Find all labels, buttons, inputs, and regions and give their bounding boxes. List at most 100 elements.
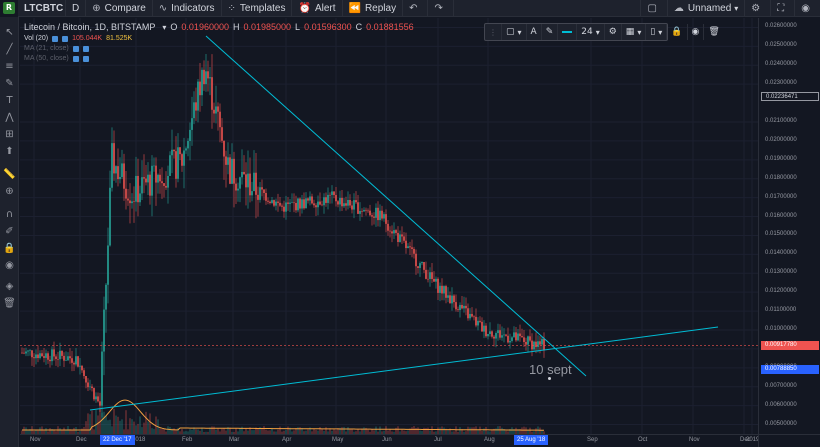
volume-bar [49,428,51,434]
annotation-anchor[interactable] [548,377,551,380]
candle-body [175,151,177,179]
drag-handle[interactable]: ⋮ [485,24,502,40]
volume-bar [491,430,493,434]
alert-button[interactable]: ⏰ Alert [292,0,343,17]
volume-bar [145,411,147,434]
trendline-tool[interactable]: ╱ [0,42,19,56]
layout-save-button[interactable]: ☁ Unnamed ▾ [666,0,744,17]
remove-tool[interactable]: 🗑 [0,296,19,310]
templates-button[interactable]: ⁘ Templates [222,0,293,17]
candle-body [179,147,181,155]
volume-visibility-icon[interactable] [62,35,69,42]
volume-bar [33,430,35,434]
volume-bar [453,431,455,434]
candle-body [309,196,311,201]
legend-title[interactable]: Litecoin / Bitcoin, 1D, BITSTAMP [24,22,156,32]
ma21-visibility-icon[interactable] [82,45,89,52]
candle-body [135,175,137,202]
settings-button[interactable]: ⚙ [744,0,770,17]
candle-body [137,175,139,203]
replay-button[interactable]: ⏪ Replay [343,0,404,17]
time-tick-label: Oct [638,437,648,443]
shapes-tool[interactable]: ⬆ [0,144,19,158]
text-tool[interactable]: T [0,93,19,107]
candle-body [399,234,401,242]
visibility-tool[interactable]: ◉ [0,258,19,272]
volume-bar [461,429,463,434]
candle-body [323,197,325,206]
volume-bar [509,429,511,434]
indicators-button[interactable]: ∿ Indicators [153,0,222,17]
volume-label[interactable]: Vol (20) [24,35,49,42]
visibility-options-button[interactable]: ▦ ▾ [622,24,647,40]
interval-selector[interactable]: D [66,0,87,17]
magnet-tool[interactable]: ∩ [0,207,19,221]
volume-bar [39,427,41,434]
delete-drawing-button[interactable]: 🗑 [704,24,723,40]
time-axis[interactable]: Nov Dec 2018 Feb Mar Apr May Jun Jul Aug Sep Oct Nov… [20,434,759,447]
zoom-tool[interactable]: ⊕ [0,184,19,198]
line-color-button[interactable]: ✎ [542,24,559,40]
text-annotation[interactable]: 10 sept [529,362,572,377]
replay-label: Replay [364,2,397,14]
hide-drawing-button[interactable]: ◉ [688,24,705,40]
volume-bar [297,427,299,434]
drawing-settings-button[interactable]: ⚙ [605,24,622,40]
candle-body [69,356,71,359]
redo-button[interactable]: ↷ [428,0,454,17]
candle-body [391,231,393,234]
candle-body [415,253,417,267]
ma50-settings-icon[interactable] [72,55,79,62]
compare-button[interactable]: ⊕ Compare [86,0,153,17]
pattern-tool[interactable]: ⋀ [0,110,19,124]
ma21-label[interactable]: MA (21, close) [24,45,69,52]
ma50-visibility-icon[interactable] [82,55,89,62]
candle-body [379,210,381,221]
stay-drawing-tool[interactable]: ✐ [0,224,19,238]
undo-button[interactable]: ↶ [403,0,429,17]
expand-button[interactable]: ⛶ [770,0,794,17]
candle-body [195,102,197,111]
fullscreen-button[interactable]: ▢ [640,0,666,17]
candle-body [35,354,37,359]
volume-bar [179,431,181,434]
ma21-settings-icon[interactable] [72,45,79,52]
volume-bar [375,426,377,434]
lock-tool[interactable]: 🔒 [0,241,19,255]
cursor-tool[interactable]: ↖ [0,25,19,39]
volume-bar [485,426,487,434]
ruler-tool[interactable]: 📏 [0,167,19,181]
ma50-label[interactable]: MA (50, close) [24,55,69,62]
favorites-tool[interactable]: ◈ [0,279,19,293]
app-logo[interactable]: R [0,0,18,17]
font-size-value: 24 [581,27,593,37]
candle-body [321,204,323,206]
snapshot-button[interactable]: ◉ [794,0,820,17]
volume-bar [125,410,127,434]
price-axis[interactable]: 0.02600000 0.02500000 0.02400000 0.02300000… [758,18,820,434]
symbol-search[interactable]: LTCBTC [18,0,66,17]
candle-body [325,197,327,203]
price-chart[interactable] [20,18,758,434]
brush-tool[interactable]: ✎ [0,76,19,90]
fib-tool[interactable]: ≡ [0,59,19,73]
candle-body [263,189,265,193]
line-style-button[interactable] [558,24,578,40]
candle-body [27,350,29,352]
drawing-properties-toolbar: ⋮ ▢ ▾ A ✎ 24 ▾ ⚙ ▦ ▾ ▯ ▾ 🔒 ◉ 🗑 [484,23,720,41]
volume-bar [505,430,507,434]
candle-body [237,188,239,191]
volume-bar [425,427,427,434]
lock-drawing-button[interactable]: 🔒 [667,24,688,40]
volume-bar [231,431,233,434]
clone-button[interactable]: ▯ ▾ [646,24,668,40]
text-color-button[interactable]: A [527,24,542,40]
volume-settings-icon[interactable] [52,35,59,42]
volume-bar [353,431,355,434]
candle-body [189,129,191,141]
forecast-tool[interactable]: ⊞ [0,127,19,141]
candle-body [87,382,89,388]
candle-body [217,106,219,112]
template-button[interactable]: ▢ ▾ [502,24,527,40]
font-size-select[interactable]: 24 ▾ [577,24,605,40]
